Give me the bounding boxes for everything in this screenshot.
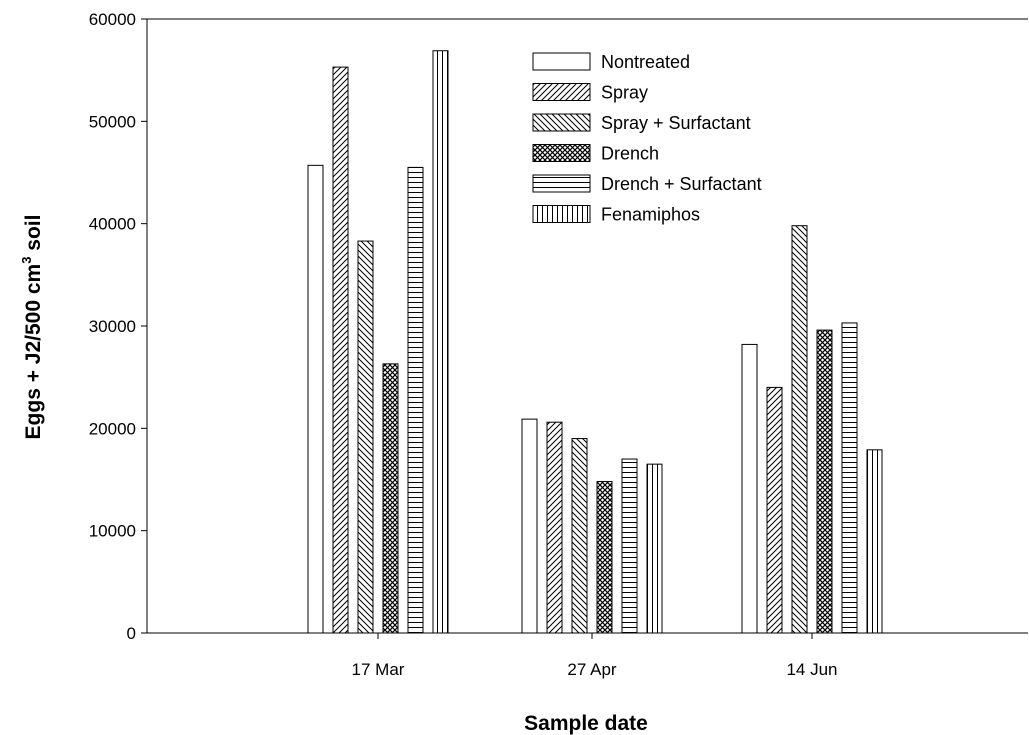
bar-spray-surfactant-14-jun: [791, 225, 808, 634]
legend-label: Spray: [601, 83, 648, 103]
bar-nontreated-27-apr: [521, 418, 538, 634]
legend-label: Nontreated: [601, 52, 690, 72]
bar-spray-27-apr: [546, 421, 563, 634]
y-tick-label: 60000: [89, 10, 136, 29]
y-axis-ticks: 0 10000 20000 30000 40000 50000 60000: [89, 10, 147, 643]
bar-fenamiphos-17-mar: [432, 50, 449, 634]
bar-drench-27-apr: [596, 481, 613, 634]
legend-swatch: [532, 174, 591, 193]
x-tick-label: 14 Jun: [786, 660, 837, 679]
legend-swatch: [532, 205, 591, 223]
y-tick-label: 10000: [89, 522, 136, 541]
legend-label: Drench: [601, 144, 659, 164]
y-axis-title-suffix: soil: [22, 215, 45, 257]
x-tick-label: 27 Apr: [567, 660, 616, 679]
x-tick-label: 17 Mar: [352, 660, 405, 679]
y-tick-label: 0: [127, 624, 136, 643]
legend-label: Drench + Surfactant: [601, 174, 762, 194]
bar-drench-17-mar: [382, 363, 399, 634]
bar-nontreated-14-jun: [741, 343, 758, 634]
bars: [307, 50, 883, 634]
bar-nontreated-17-mar: [307, 164, 324, 634]
y-tick-label: 20000: [89, 419, 136, 438]
legend-label: Spray + Surfactant: [601, 113, 751, 133]
bar-drench-surfactant-14-jun: [841, 322, 858, 634]
x-axis-ticks: 17 Mar 27 Apr 14 Jun: [352, 633, 838, 679]
y-axis-title-sup: 3: [19, 257, 34, 264]
legend-swatch: [532, 83, 591, 101]
bar-spray-surfactant-17-mar: [357, 240, 374, 634]
legend: Nontreated Spray Spray + Surfactant Drench D…: [532, 52, 762, 225]
bar-spray-surfactant-27-apr: [571, 438, 588, 634]
legend-label: Fenamiphos: [601, 205, 700, 225]
legend-swatch: [532, 52, 591, 71]
y-tick-label: 30000: [89, 317, 136, 336]
bar-fenamiphos-14-jun: [866, 449, 883, 634]
y-axis-title: Eggs + J2/500 cm3 soil: [19, 215, 45, 440]
bar-fenamiphos-27-apr: [646, 463, 663, 634]
bar-drench-14-jun: [816, 329, 833, 634]
legend-swatch: [532, 144, 591, 162]
y-tick-label: 50000: [89, 112, 136, 131]
y-axis-title-main: Eggs + J2/500 cm: [22, 264, 45, 440]
y-tick-label: 40000: [89, 215, 136, 234]
legend-swatch: [532, 113, 591, 132]
bar-drench-surfactant-17-mar: [407, 166, 424, 634]
x-axis-title: Sample date: [524, 712, 648, 735]
bar-spray-14-jun: [766, 386, 783, 634]
bar-drench-surfactant-27-apr: [621, 458, 638, 634]
bar-spray-17-mar: [332, 66, 349, 634]
